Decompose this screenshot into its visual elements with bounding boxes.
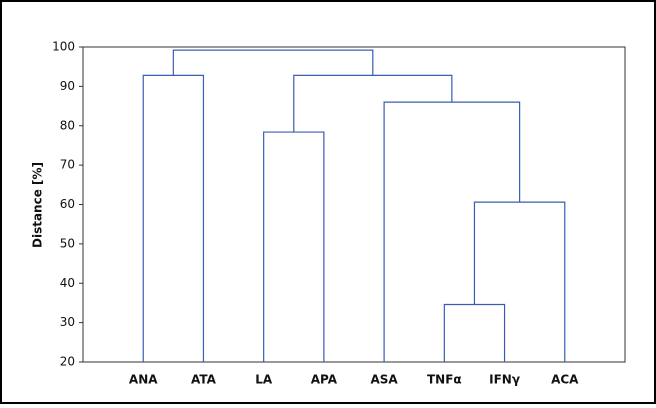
y-tick-label: 30 <box>60 315 75 329</box>
y-tick-label: 90 <box>60 79 75 93</box>
y-tick-label: 50 <box>60 236 75 250</box>
x-tick-label: LA <box>255 373 273 387</box>
x-tick-label: APA <box>311 373 338 387</box>
y-tick-label: 100 <box>52 40 75 54</box>
y-tick-label: 40 <box>60 276 75 290</box>
y-tick-label: 80 <box>60 118 75 132</box>
x-tick-label: ATA <box>191 373 217 387</box>
x-tick-label: ASA <box>371 373 399 387</box>
dendrogram-link <box>443 303 506 362</box>
y-tick-label: 70 <box>60 158 75 172</box>
y-tick-label: 60 <box>60 197 75 211</box>
x-tick-label: ACA <box>551 373 579 387</box>
x-tick-label: ANA <box>129 373 158 387</box>
y-tick-label: 20 <box>60 355 75 369</box>
x-tick-label: TNFα <box>427 373 462 387</box>
dendrogram-link <box>172 49 374 76</box>
y-axis-label: Distance [%] <box>31 162 45 248</box>
x-tick-label: IFNγ <box>489 373 520 387</box>
